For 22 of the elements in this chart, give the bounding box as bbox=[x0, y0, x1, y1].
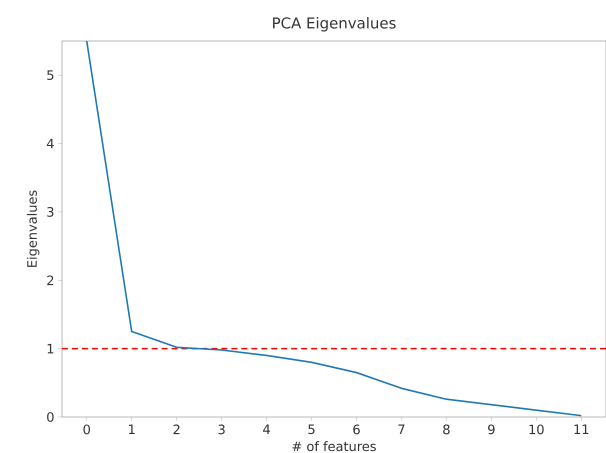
x-axis-title: # of features bbox=[292, 441, 376, 452]
y-tick-label: 5 bbox=[47, 70, 54, 80]
y-tick-label: 1 bbox=[48, 344, 54, 354]
x-tick-label: 3 bbox=[218, 424, 225, 434]
x-tick-label: 11 bbox=[574, 424, 588, 434]
x-tick-label: 1 bbox=[128, 424, 135, 434]
x-tick-label: 7 bbox=[398, 424, 404, 434]
y-tick-label: 3 bbox=[47, 207, 54, 217]
y-tick-label: 4 bbox=[46, 138, 54, 148]
x-tick-label: 2 bbox=[173, 424, 180, 434]
y-tick-label: 2 bbox=[47, 275, 54, 286]
x-tick-label: 5 bbox=[308, 424, 315, 434]
x-tick-label: 6 bbox=[353, 424, 360, 434]
x-tick-label: 4 bbox=[263, 424, 270, 434]
x-tick-label: 10 bbox=[530, 424, 544, 434]
x-tick-label: 9 bbox=[488, 424, 495, 434]
x-tick-label: 0 bbox=[83, 424, 90, 434]
y-axis-title: Eigenvalues bbox=[26, 190, 40, 267]
x-tick-label: 8 bbox=[443, 424, 450, 434]
y-tick-label: 0 bbox=[47, 412, 54, 422]
line-series bbox=[86, 41, 582, 416]
chart-title: PCA Eigenvalues bbox=[273, 17, 396, 32]
